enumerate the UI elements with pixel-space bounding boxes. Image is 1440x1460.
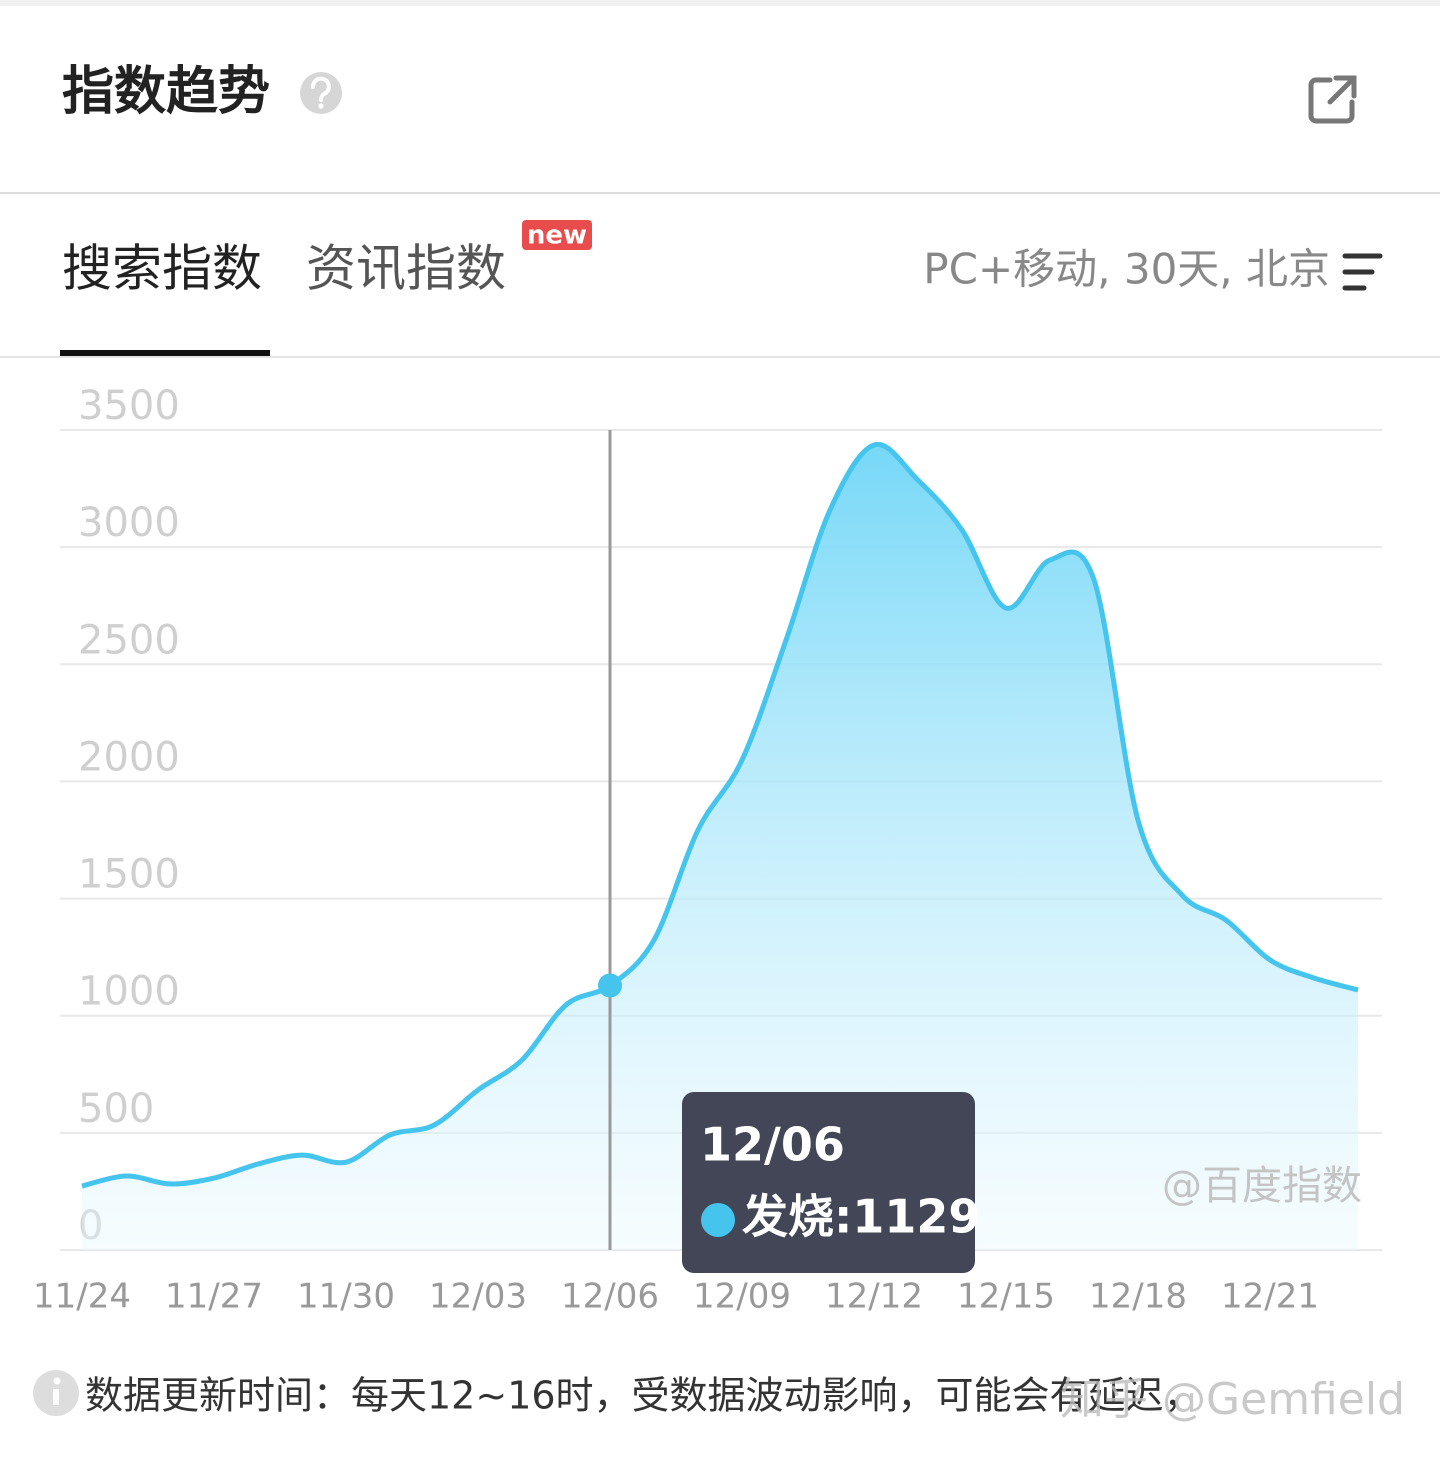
tooltip-dot [701,1203,735,1237]
tab-underline [60,350,270,357]
x-tick-label: 12/06 [561,1277,659,1317]
area-fill [82,444,1358,1250]
y-tick-label: 1500 [78,852,180,898]
x-tick-label: 11/27 [165,1277,263,1317]
filter[interactable]: PC+移动, 30天, 北京 [923,245,1330,294]
watermark: 知乎 @Gemfield [1060,1374,1405,1425]
x-tick-label: 11/24 [33,1277,131,1317]
filter-icon[interactable] [1342,253,1383,291]
badge-bg [522,220,592,250]
y-tick-label: 1000 [78,969,180,1015]
tab[interactable]: 资讯指数 [306,240,506,298]
point [598,973,622,998]
badge: new [527,221,587,251]
x-tick-label: 12/09 [693,1277,791,1317]
x-tick-label: 12/18 [1089,1277,1187,1317]
y-tick-label: 2000 [78,734,180,780]
x-tick-label: 11/30 [297,1277,395,1317]
x-tick-label: 12/12 [825,1277,923,1317]
y-tick-label: 500 [78,1086,154,1132]
chart: 050010001500200025003000350011/2411/2711… [33,383,1382,1317]
y-tick-label: 3500 [78,383,180,429]
footer-note: 数据更新时间：每天12~16时，受数据波动影响，可能会有延迟， [85,1374,1202,1418]
x-tick-label: 12/21 [1221,1277,1319,1317]
tooltip-title: 12/06 [700,1118,845,1172]
tab-active[interactable]: 搜索指数 [62,240,262,298]
chart-watermark: @百度指数 [1162,1163,1362,1209]
y-tick-label: 3000 [78,500,180,546]
x-tick-label: 12/03 [429,1277,527,1317]
help-icon[interactable] [300,72,342,114]
y-tick-label: 2500 [78,617,180,663]
info-icon [33,1370,79,1416]
top-shadow [0,0,1440,6]
section-title: 指数趋势 [62,62,270,122]
share-icon[interactable] [1308,75,1357,124]
tooltip-bg [682,1092,975,1273]
line [81,441,1359,1189]
tooltip-text: 发烧:1129 [742,1190,980,1244]
x-tick-label: 12/15 [957,1277,1055,1317]
